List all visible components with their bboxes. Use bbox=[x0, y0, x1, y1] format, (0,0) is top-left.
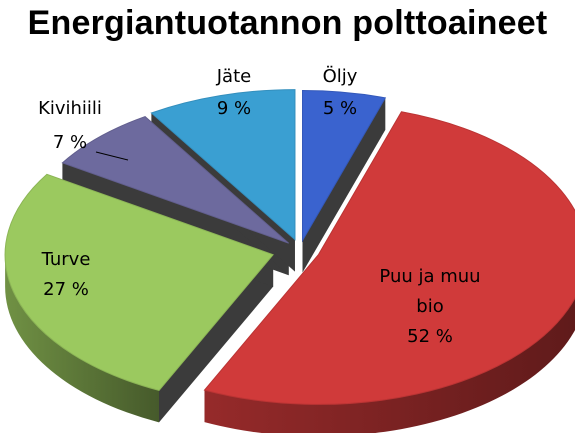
slice-turve bbox=[4, 173, 274, 391]
slice-name-jate: Jäte bbox=[216, 66, 251, 87]
pie-labels: Öljy 5 % Puu ja muu bio 52 % Turve 27 % Kivihii… bbox=[38, 65, 481, 347]
slice-kivihiili bbox=[61, 115, 290, 244]
slice-value-oljy: 5 % bbox=[323, 98, 357, 119]
slice-name-turve: Turve bbox=[41, 249, 91, 270]
pie-top-faces bbox=[4, 89, 575, 405]
slice-name-oljy: Öljy bbox=[323, 65, 358, 87]
slice-name-puu-ja-muu-bio-1: Puu ja muu bbox=[379, 266, 480, 287]
chart-title: Energiantuotannon polttoaineet bbox=[27, 4, 548, 42]
slice-oljy bbox=[302, 90, 387, 243]
slice-value-jate: 9 % bbox=[217, 98, 251, 119]
slice-wall-turve-0 bbox=[159, 254, 274, 423]
leader-line-kivihiili bbox=[95, 151, 129, 161]
slice-value-turve: 27 % bbox=[43, 279, 89, 300]
slice-rim-turve bbox=[5, 254, 160, 423]
slice-value-kivihiili: 7 % bbox=[53, 132, 87, 153]
slice-jate bbox=[150, 89, 296, 241]
slice-puu-ja-muu-bio bbox=[203, 111, 575, 405]
slice-value-puu-ja-muu-bio: 52 % bbox=[407, 326, 453, 347]
slice-name-puu-ja-muu-bio-2: bio bbox=[416, 296, 443, 317]
slice-wall-oljy-1 bbox=[302, 97, 386, 273]
slice-name-kivihiili: Kivihiili bbox=[38, 98, 102, 119]
slice-rim-puu-ja-muu-bio bbox=[204, 297, 575, 433]
